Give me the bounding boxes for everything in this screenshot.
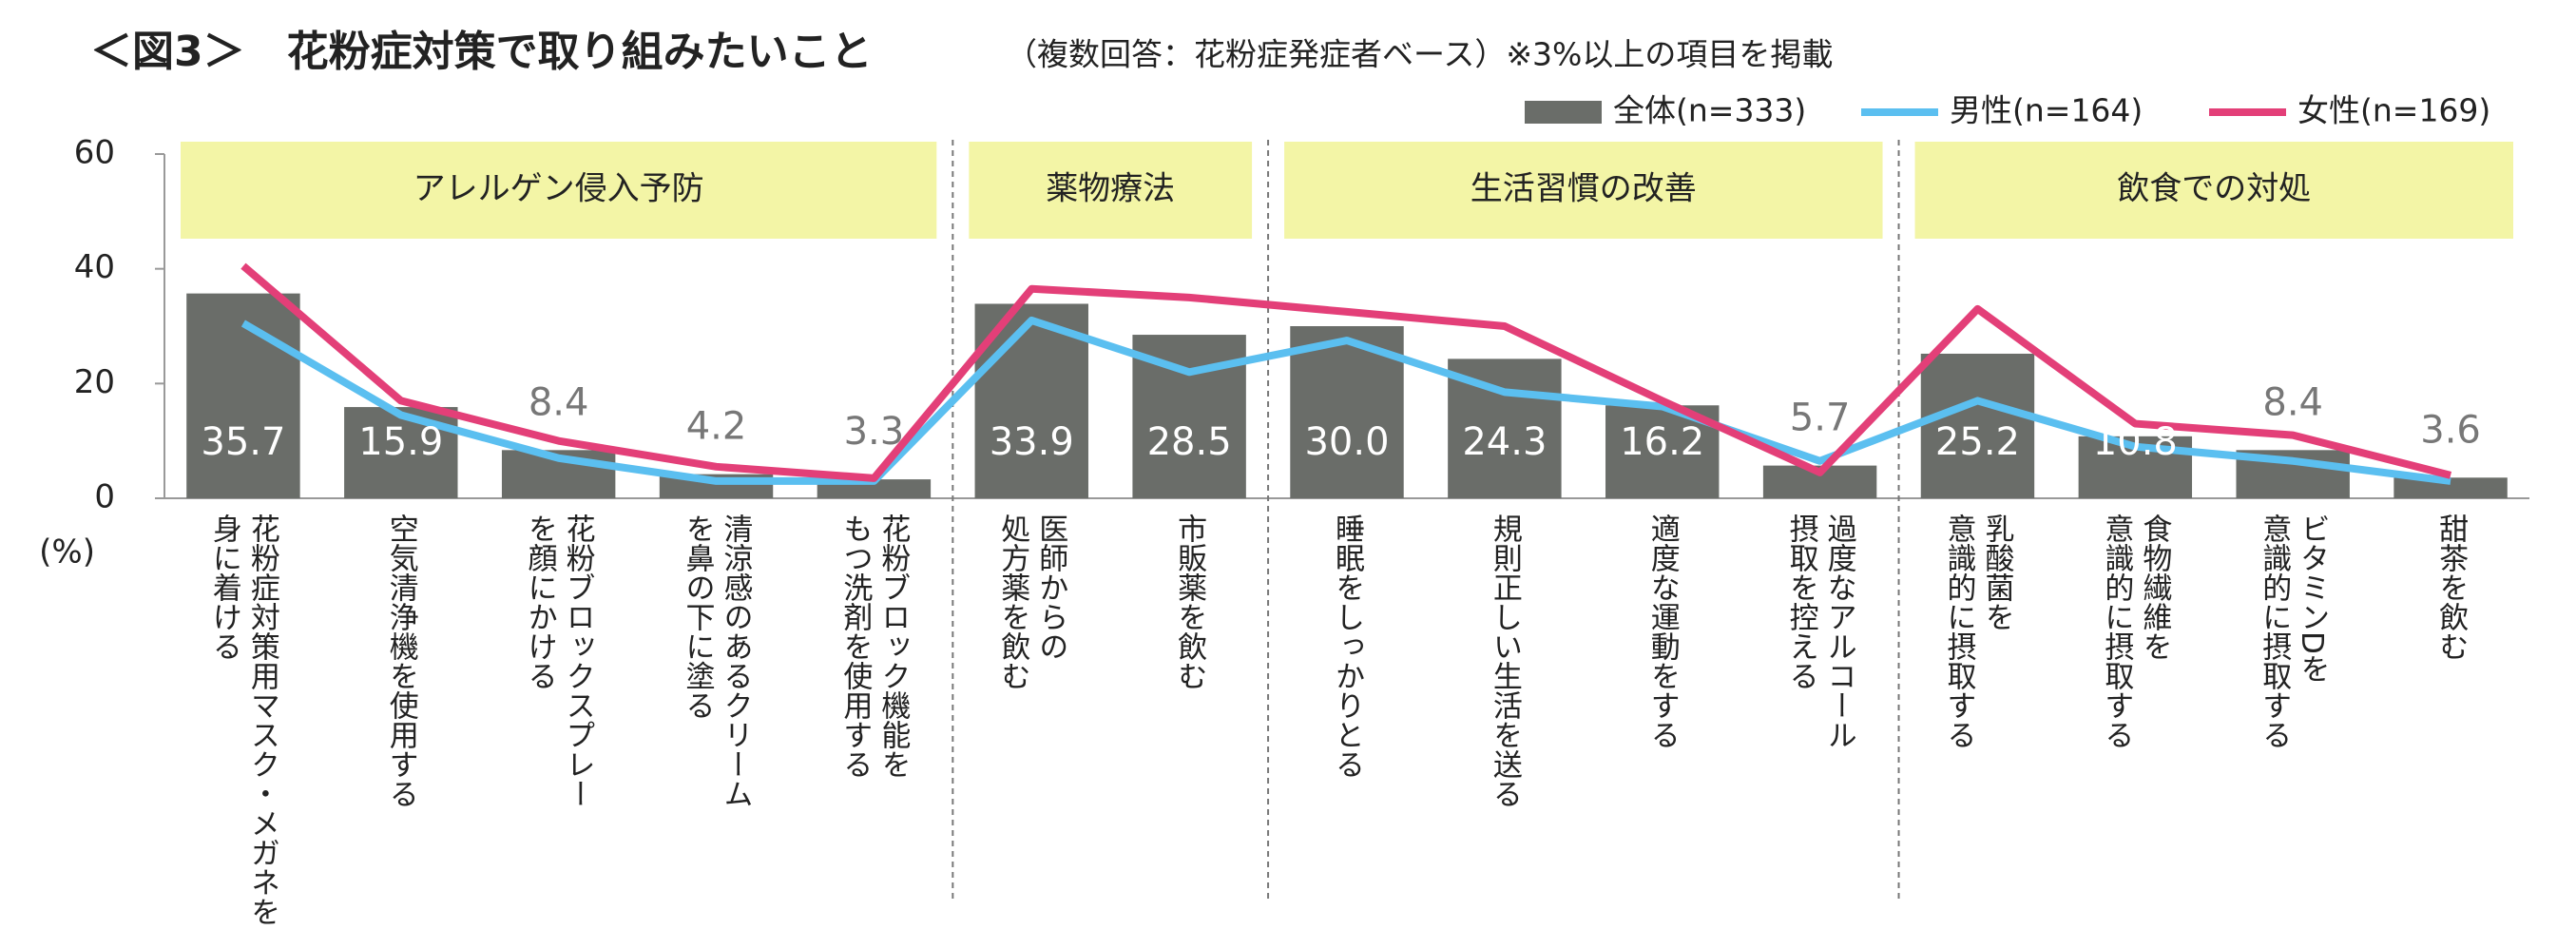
group-label: 生活習慣の改善 [1471, 170, 1697, 208]
value-label: 24.3 [1462, 420, 1547, 464]
chart-title: ＜図3＞ 花粉症対策で取り組みたいこと [90, 28, 873, 76]
value-label: 8.4 [2262, 380, 2323, 424]
x-tick-label: 規則正しい生活を送る [1487, 513, 1522, 808]
bar [2393, 477, 2508, 498]
line [240, 316, 2451, 485]
value-label: 33.9 [990, 420, 1074, 464]
x-tick-label: 乳酸菌を 意識的に摂取する [1941, 513, 2014, 749]
x-tick-label: 甜茶を飲む [2433, 513, 2469, 661]
value-label: 4.2 [686, 405, 747, 449]
value-label: 15.9 [358, 420, 443, 464]
value-label: 16.2 [1620, 420, 1704, 464]
y-tick-label: 60 [74, 134, 115, 172]
line [240, 262, 2452, 482]
group-box [1914, 142, 2513, 239]
value-label: 3.6 [2420, 408, 2481, 452]
x-tick-label: 食物繊維を 意識的に摂取する [2099, 513, 2172, 749]
y-tick-label: 0 [94, 478, 115, 516]
bar [1920, 353, 2035, 498]
legend-label: 全体(n=333) [1613, 92, 1806, 129]
legend-label: 女性(n=169) [2297, 92, 2490, 129]
legend-swatch [1525, 101, 1602, 124]
group-label: 飲食での対処 [2117, 170, 2311, 208]
y-axis-label: (%) [39, 533, 95, 572]
value-label: 8.4 [529, 380, 589, 424]
value-label: 30.0 [1304, 420, 1389, 464]
x-tick-label: 市販薬を飲む [1172, 513, 1207, 690]
y-tick-label: 40 [74, 248, 115, 286]
x-tick-label: 花粉症対策用マスク・メガネを 身に着ける [206, 513, 279, 926]
group-label: アレルゲン侵入予防 [413, 170, 704, 208]
x-tick-label: 適度な運動をする [1644, 513, 1680, 749]
value-label: 28.5 [1147, 420, 1232, 464]
group-box [969, 142, 1253, 239]
x-tick-label: 医師からの 処方薬を飲む [995, 513, 1068, 690]
group-box [1284, 142, 1883, 239]
x-tick-label: 花粉ブロックスプレー を顔にかける [522, 513, 595, 808]
legend-label: 男性(n=164) [1950, 92, 2143, 129]
value-label: 5.7 [1790, 397, 1851, 440]
value-label: 35.7 [201, 420, 285, 464]
x-tick-label: 睡眠をしっかりとる [1330, 513, 1364, 779]
value-label: 25.2 [1935, 420, 2020, 464]
x-tick-label: ビタミンDを 意識的に摂取する [2257, 513, 2330, 749]
chart-subtitle: （複数回答：花粉症発症者ベース）※3%以上の項目を掲載 [1006, 36, 1833, 73]
group-label: 薬物療法 [1046, 170, 1175, 208]
x-tick-label: 過度なアルコール 摂取を控える [1783, 513, 1856, 749]
x-tick-label: 清涼感のあるクリーム を鼻の下に塗る [680, 513, 753, 808]
x-tick-label: 花粉ブロック機能を もつ洗剤を使用する [837, 513, 911, 779]
y-tick-label: 20 [74, 363, 115, 401]
group-box [181, 142, 937, 239]
value-label: 10.8 [2093, 420, 2178, 464]
value-label: 3.3 [844, 410, 905, 454]
x-tick-label: 空気清浄機を使用する [383, 513, 418, 808]
